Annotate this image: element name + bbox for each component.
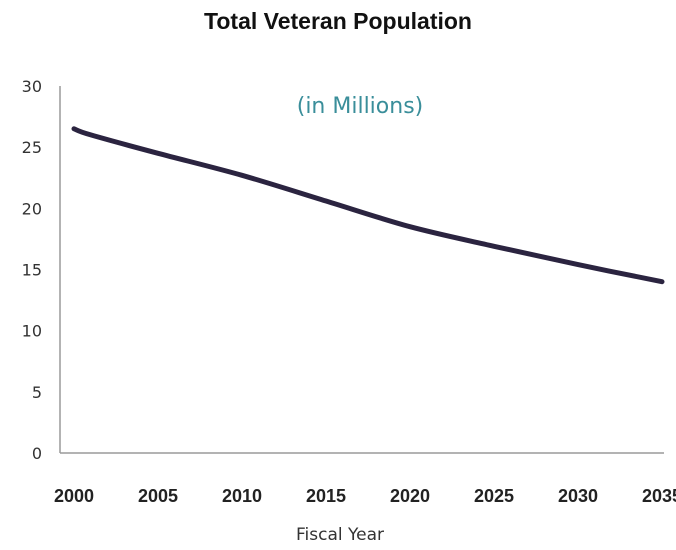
x-tick-label: 2000 bbox=[54, 486, 94, 506]
chart-title: Total Veteran Population bbox=[204, 8, 472, 34]
x-axis-label: Fiscal Year bbox=[296, 525, 384, 545]
series-line bbox=[71, 126, 665, 285]
x-tick-label: 2025 bbox=[474, 486, 514, 506]
x-tick-label: 2020 bbox=[390, 486, 430, 506]
x-tick-label: 2005 bbox=[138, 486, 178, 506]
y-tick-label: 5 bbox=[32, 383, 42, 402]
y-tick-label: 20 bbox=[22, 199, 42, 218]
y-tick-label: 25 bbox=[22, 138, 42, 157]
y-tick-label: 10 bbox=[22, 322, 42, 341]
y-tick-label: 0 bbox=[32, 444, 42, 463]
x-tick-label: 2035 bbox=[642, 486, 676, 506]
x-tick-label: 2010 bbox=[222, 486, 262, 506]
y-tick-label: 30 bbox=[22, 77, 42, 96]
x-tick-label: 2015 bbox=[306, 486, 346, 506]
y-tick-label: 15 bbox=[22, 261, 42, 280]
chart-subtitle: (in Millions) bbox=[297, 94, 424, 119]
x-tick-label: 2030 bbox=[558, 486, 598, 506]
